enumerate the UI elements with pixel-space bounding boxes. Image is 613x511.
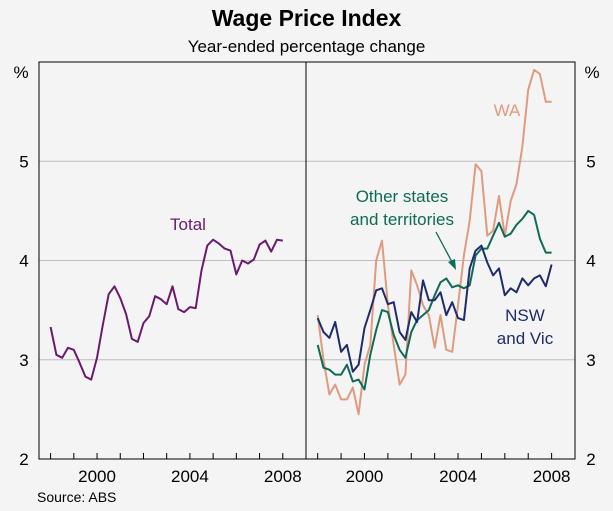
chart-title: Wage Price Index — [212, 5, 402, 31]
y-unit-left: % — [13, 63, 28, 82]
arrow-other-shaft — [435, 231, 453, 263]
label-total: Total — [170, 215, 206, 234]
y-tick-left-2: 2 — [19, 450, 28, 469]
x-tick-label-p1-2000: 2000 — [346, 467, 384, 486]
series-line-other-states-and-territories — [316, 209, 552, 391]
y-tick-left-5: 5 — [19, 152, 28, 171]
y-tick-right-4: 4 — [586, 252, 595, 271]
series-line-wa — [316, 68, 552, 416]
y-tick-left-4: 4 — [19, 252, 28, 271]
label-other-line2: and territories — [350, 210, 454, 229]
series-line-nsw-and-vic — [316, 244, 553, 373]
label-nsw-line2: and Vic — [497, 329, 554, 348]
label-wa: WA — [494, 101, 521, 120]
y-tick-left-3: 3 — [19, 351, 28, 370]
chart-subtitle: Year-ended percentage change — [188, 37, 426, 56]
label-other-line1: Other states — [356, 187, 449, 206]
y-tick-right-3: 3 — [586, 351, 595, 370]
x-tick-label-p0-2004: 2004 — [171, 467, 209, 486]
y-tick-right-2: 2 — [586, 450, 595, 469]
axes-layer: 2 2 3 3 4 4 5 5 2000 2004 2008 2000 2004 2008 — [19, 152, 595, 486]
arrow-other-head — [448, 259, 456, 270]
source-note: Source: ABS — [37, 489, 116, 505]
x-tick-label-p0-2000: 2000 — [78, 467, 116, 486]
plot-frame — [38, 61, 576, 460]
y-unit-right: % — [584, 63, 599, 82]
x-tick-label-p1-2008: 2008 — [533, 467, 571, 486]
series-layer — [49, 68, 553, 416]
label-nsw-line1: NSW — [505, 306, 545, 325]
series-labels: Total WA Other states and territories NSW and… — [170, 101, 554, 348]
series-line-total — [49, 238, 283, 381]
y-tick-right-5: 5 — [586, 152, 595, 171]
x-tick-label-p1-2004: 2004 — [439, 467, 477, 486]
x-tick-label-p0-2008: 2008 — [264, 467, 302, 486]
